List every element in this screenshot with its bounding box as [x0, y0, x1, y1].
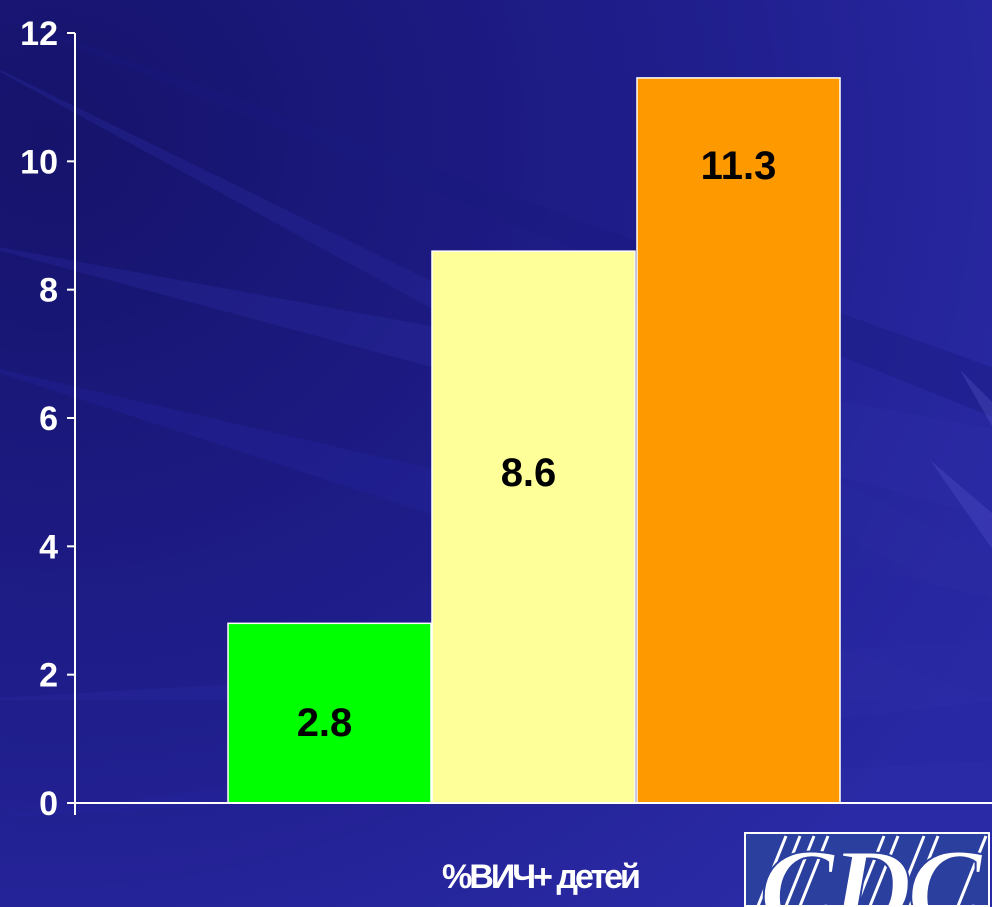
y-tick-label-6: 6 [39, 400, 58, 438]
y-tick-label-8: 8 [39, 272, 58, 310]
bar-value-label-1: 2.8 [297, 701, 353, 745]
bar-value-label-3: 11.3 [701, 144, 777, 188]
cdc-logo: CDC [744, 832, 990, 907]
y-tick-label-0: 0 [39, 785, 58, 823]
bar-2 [432, 251, 635, 803]
cdc-logo-text: CDC [760, 834, 984, 907]
y-tick-label-4: 4 [39, 528, 58, 566]
bar-value-label-2: 8.6 [501, 451, 557, 495]
y-tick-label-2: 2 [39, 657, 58, 695]
y-tick-label-12: 12 [20, 15, 58, 53]
y-tick-label-10: 10 [20, 143, 58, 181]
x-axis-label: %ВИЧ+ детей [420, 858, 660, 897]
cdc-logo-graphic: CDC [746, 834, 990, 907]
